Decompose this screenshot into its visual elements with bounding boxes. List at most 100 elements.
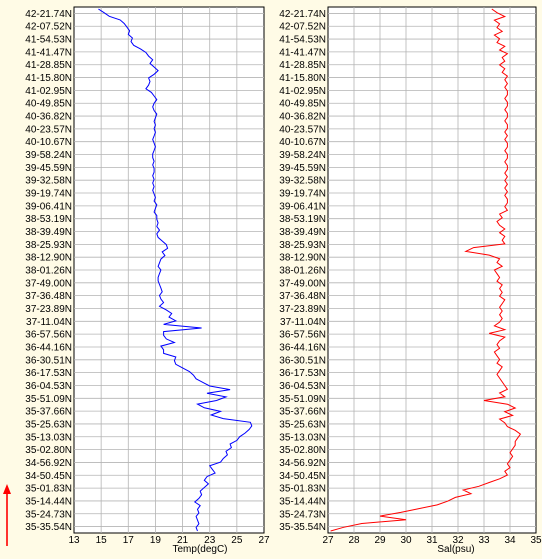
temperature-x-tick-labels: 13 15 17 19 21 23 25 27 (68, 535, 270, 546)
latitude-tick-label: 35-13.03N (279, 432, 326, 443)
latitude-tick-label: 34-50.45N (25, 471, 72, 482)
latitude-tick-label: 41-02.95N (279, 86, 326, 97)
latitude-tick-label: 38-53.19N (25, 214, 72, 225)
x-tick-label: 28 (348, 535, 360, 546)
latitude-tick-label: 35-35.54N (279, 522, 326, 533)
latitude-tick-label: 41-54.53N (279, 35, 326, 46)
latitude-tick-label: 38-01.26N (25, 266, 72, 277)
x-tick-label: 27 (258, 535, 270, 546)
latitude-tick-label: 35-24.73N (25, 509, 72, 520)
latitude-tick-label: 37-11.04N (26, 317, 72, 328)
x-tick-label: 19 (150, 535, 162, 546)
latitude-tick-label: 39-58.24N (25, 150, 72, 161)
latitude-tick-label: 42-07.52N (279, 22, 326, 33)
latitude-tick-label: 39-45.59N (279, 163, 326, 174)
latitude-tick-label: 39-32.58N (25, 176, 72, 187)
x-tick-label: 34 (504, 535, 516, 546)
latitude-tick-label: 38-25.93N (279, 240, 326, 251)
latitude-tick-label: 37-23.89N (279, 304, 326, 315)
latitude-tick-label: 34-56.92N (279, 458, 326, 469)
latitude-tick-label: 36-04.53N (279, 381, 326, 392)
latitude-tick-label: 41-54.53N (25, 35, 72, 46)
latitude-tick-label: 35-02.80N (25, 445, 72, 456)
x-tick-label: 15 (96, 535, 108, 546)
latitude-tick-label: 38-39.49N (25, 227, 72, 238)
salinity-axis-title: Sal(psu) (437, 544, 474, 555)
latitude-tick-label: 39-06.41N (279, 201, 326, 212)
latitude-tick-label: 39-19.74N (279, 189, 326, 200)
latitude-tick-label: 40-49.85N (25, 99, 72, 110)
x-tick-label: 29 (374, 535, 386, 546)
latitude-tick-label: 35-51.09N (25, 394, 72, 405)
latitude-tick-label: 36-44.16N (25, 342, 72, 353)
x-tick-label: 31 (426, 535, 438, 546)
x-tick-label: 13 (68, 535, 80, 546)
latitude-tick-label: 41-15.80N (25, 73, 72, 84)
latitude-tick-label: 35-37.66N (25, 407, 72, 418)
salinity-gridlines (328, 7, 536, 533)
x-tick-label: 33 (478, 535, 490, 546)
latitude-tick-label: 37-36.48N (279, 291, 326, 302)
latitude-tick-label: 37-11.04N (280, 317, 326, 328)
latitude-tick-label: 36-57.56N (279, 330, 326, 341)
latitude-tick-label: 40-49.85N (279, 99, 326, 110)
latitude-tick-label: 41-02.95N (25, 86, 72, 97)
latitude-tick-label: 39-32.58N (279, 176, 326, 187)
salinity-x-tick-labels: 27 28 29 30 31 32 33 34 35 (322, 535, 542, 546)
latitude-tick-label: 36-04.53N (25, 381, 72, 392)
latitude-tick-label: 35-51.09N (279, 394, 326, 405)
latitude-tick-label: 35-02.80N (279, 445, 326, 456)
x-tick-label: 27 (322, 535, 334, 546)
latitude-tick-label: 36-30.51N (25, 355, 72, 366)
temperature-axis-title: Temp(degC) (172, 544, 227, 555)
latitude-tick-label: 37-49.00N (25, 278, 72, 289)
latitude-tick-label: 41-28.85N (279, 60, 326, 71)
latitude-tick-label: 35-35.54N (25, 522, 72, 533)
latitude-tick-label: 40-36.82N (279, 112, 326, 123)
salinity-series-line (330, 8, 522, 532)
latitude-tick-label: 35-25.63N (279, 419, 326, 430)
latitude-tick-label: 35-14.44N (279, 496, 326, 507)
latitude-tick-label: 36-17.53N (279, 368, 326, 379)
latitude-tick-label: 36-44.16N (279, 342, 326, 353)
latitude-tick-label: 37-49.00N (279, 278, 326, 289)
x-tick-label: 17 (123, 535, 135, 546)
latitude-tick-label: 35-13.03N (25, 432, 72, 443)
latitude-tick-label: 39-19.74N (25, 189, 72, 200)
x-tick-label: 23 (204, 535, 216, 546)
latitude-tick-label: 40-23.57N (25, 124, 72, 135)
latitude-tick-label: 38-12.90N (25, 253, 72, 264)
latitude-tick-label: 39-45.59N (25, 163, 72, 174)
latitude-tick-label: 36-57.56N (25, 330, 72, 341)
latitude-tick-label: 41-41.47N (279, 47, 326, 58)
latitude-tick-label: 42-07.52N (25, 22, 72, 33)
latitude-tick-label: 40-10.67N (279, 137, 326, 148)
x-tick-label: 30 (400, 535, 412, 546)
latitude-tick-label: 38-25.93N (25, 240, 72, 251)
latitude-tick-label: 35-25.63N (25, 419, 72, 430)
latitude-tick-label: 36-17.53N (25, 368, 72, 379)
latitude-tick-label: 38-01.26N (279, 266, 326, 277)
latitude-tick-label: 34-56.92N (25, 458, 72, 469)
x-tick-label: 32 (452, 535, 464, 546)
latitude-tick-label: 42-21.74N (25, 9, 72, 20)
latitude-tick-label: 35-24.73N (279, 509, 326, 520)
latitude-tick-label: 35-01.83N (25, 484, 72, 495)
latitude-tick-label: 42-21.74N (279, 9, 326, 20)
latitude-tick-label: 35-01.83N (279, 484, 326, 495)
latitude-tick-label: 40-10.67N (25, 137, 72, 148)
latitude-tick-label: 38-12.90N (279, 253, 326, 264)
latitude-tick-label: 38-53.19N (279, 214, 326, 225)
temperature-gridlines (74, 7, 264, 533)
temperature-series-line (98, 8, 253, 532)
latitude-tick-label: 41-28.85N (25, 60, 72, 71)
latitude-tick-label: 41-15.80N (279, 73, 326, 84)
latitude-tick-label: 35-37.66N (279, 407, 326, 418)
latitude-tick-label: 41-41.47N (25, 47, 72, 58)
latitude-tick-label: 40-36.82N (25, 112, 72, 123)
